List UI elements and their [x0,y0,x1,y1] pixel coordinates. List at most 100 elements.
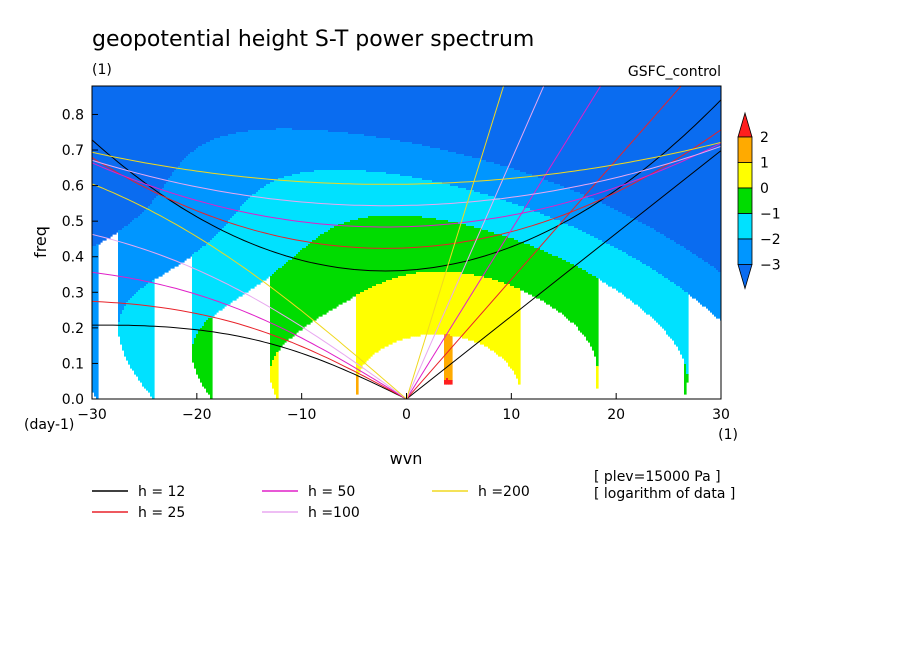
heat-cell [572,264,575,323]
heat-cell [666,238,669,279]
heat-cell [178,166,181,265]
heat-cell [206,142,209,245]
heat-cell [342,132,345,171]
heat-cell [154,198,157,279]
heat-cell [366,290,369,361]
heat-cell [214,86,217,139]
heat-cell [378,172,381,217]
heat-cell [592,198,595,237]
heat-cell [428,180,431,219]
heat-cell [498,86,501,165]
heat-cell [404,86,407,143]
heat-cell [562,222,565,261]
heat-cell [630,218,633,257]
heat-cell [410,216,413,275]
heat-cell [558,220,561,259]
heat-cell [548,86,551,183]
heat-cell [246,86,249,133]
y-tick-label: 0.7 [62,143,84,159]
heat-cell [152,200,155,281]
heat-cell [316,130,319,171]
heat-cell [158,192,161,277]
heat-cell [232,86,235,135]
heat-cell [638,260,641,307]
dispersion-curve-200 [92,141,721,185]
heat-cell [636,260,639,305]
heat-cell [448,86,451,153]
heat-cell [716,270,719,319]
heat-cell [506,202,509,237]
heat-cell [710,86,713,267]
heat-cell [216,138,219,235]
heat-cell [140,288,143,383]
heat-cell [328,86,331,133]
heat-cell [586,196,589,235]
heat-cell [556,184,559,221]
heat-cell [260,130,263,189]
heat-cell [284,176,287,265]
heat-cell [570,86,573,191]
heat-cell [568,262,571,321]
heat-cell [260,86,263,131]
heat-cell [444,220,447,273]
heat-cell [240,206,243,297]
heat-cell [374,86,377,137]
heat-cell [98,86,101,245]
heat-cell [478,276,481,343]
heat-cell [436,148,439,183]
heat-cell [582,270,585,335]
heat-cell [208,86,211,143]
colorbar-label: 2 [760,130,769,146]
heat-cell [336,132,339,171]
heat-cell [394,174,397,217]
heat-cell [358,86,361,135]
heat-cell [550,86,553,183]
heat-cell [484,230,487,279]
heat-cell [552,256,555,309]
heat-cell [620,250,623,293]
heat-cell [338,224,341,305]
heat-cell [566,188,569,225]
heat-cell [100,86,103,243]
heat-cell [534,212,537,249]
heat-cell [466,190,469,227]
heat-cell [430,86,433,149]
heat-cell [380,86,383,139]
heat-cell [384,138,387,173]
heat-cell [670,86,673,241]
heat-cell [476,228,479,277]
heat-cell [476,158,479,193]
heat-cell [314,240,317,321]
heat-cell [282,86,285,129]
heat-cell [96,244,99,399]
heat-cell [472,158,475,191]
heat-cell [276,180,279,271]
heat-cell [500,234,503,283]
heat-cell [428,86,431,147]
heat-cell [162,86,165,189]
heat-cell [110,86,113,237]
heat-cell [484,194,487,231]
heat-cell [356,294,359,377]
heat-cell [260,188,263,283]
heat-cell [456,154,459,187]
heat-cell [364,290,367,363]
heat-cell [406,216,409,275]
heat-cell [478,86,481,159]
heat-cell [654,230,657,271]
heat-cell [382,86,385,139]
heat-cell [506,284,509,363]
heat-cell [198,86,201,147]
heat-cell [340,132,343,171]
x-tick-label: 20 [607,407,625,423]
heat-cell [502,86,505,167]
heat-cell [660,86,663,235]
heat-cell [654,86,657,231]
heat-cell [660,274,663,327]
heat-cell [458,272,461,337]
heat-cell [384,172,387,217]
heat-cell [558,258,561,313]
heat-cell [524,172,527,209]
heat-cell [664,86,667,237]
colorbar-segment [737,136,753,163]
